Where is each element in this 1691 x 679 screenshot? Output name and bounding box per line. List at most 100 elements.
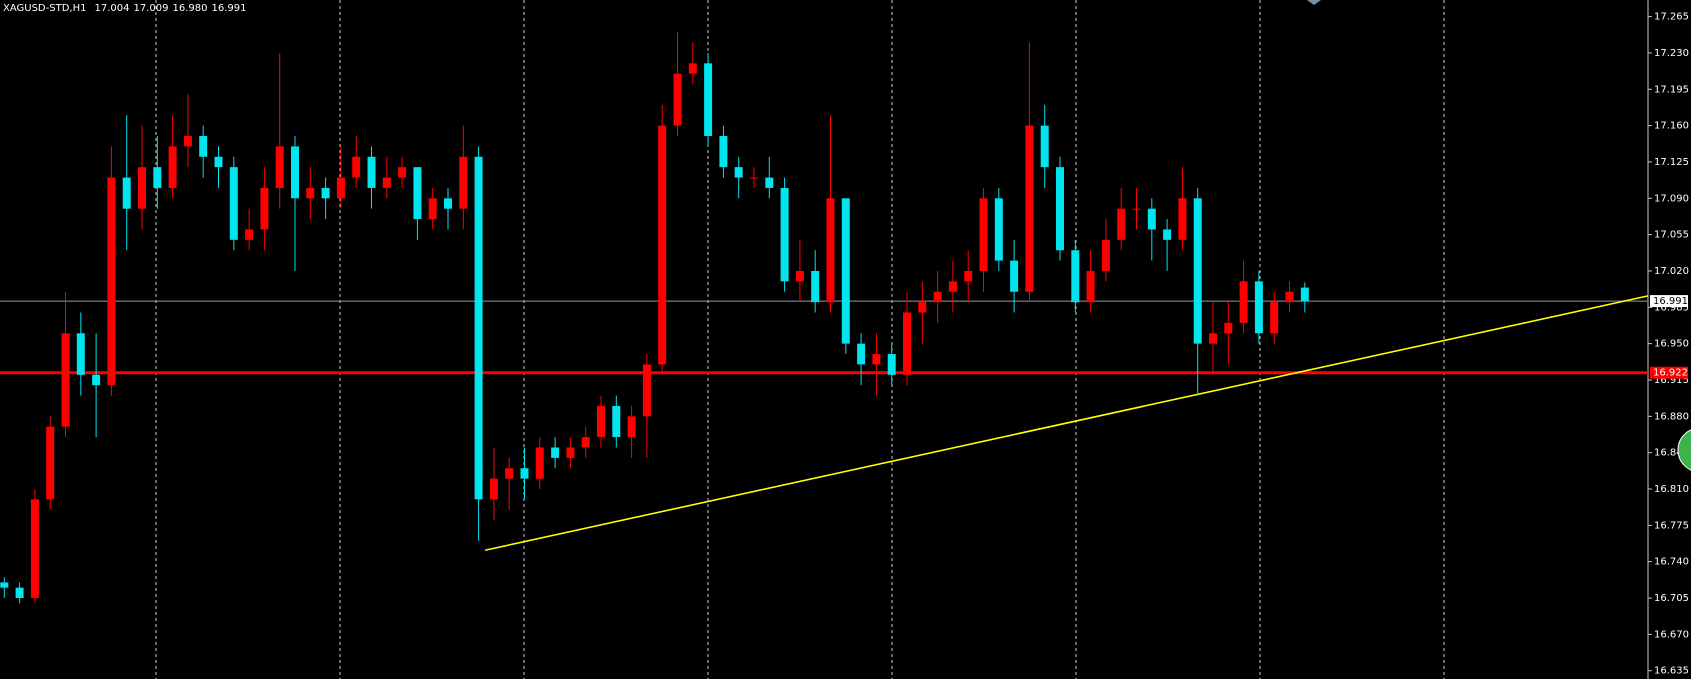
marker — [1307, 0, 1321, 5]
y-tick-label: 17.265 — [1654, 12, 1689, 23]
candle-body — [811, 270, 820, 303]
candle-body — [1254, 281, 1263, 334]
candle-body — [1071, 250, 1080, 303]
candle-body — [1209, 333, 1217, 344]
candle-body — [765, 177, 774, 188]
y-tick-label: 16.670 — [1654, 629, 1689, 640]
candle-body — [489, 478, 498, 500]
candle-body — [719, 136, 728, 168]
candle-body — [903, 312, 911, 375]
candle-body — [673, 73, 682, 126]
chart-title: XAGUSD-STD,H1 — [3, 3, 86, 14]
candle-body — [1239, 281, 1248, 323]
candle-body — [1040, 125, 1049, 168]
level-label: 16.922 — [1653, 368, 1688, 379]
candle-body — [872, 354, 881, 365]
candle-body — [704, 63, 713, 137]
candle-body — [1285, 291, 1294, 303]
trendline — [484, 295, 1649, 552]
candle-body — [413, 167, 422, 220]
candle-body — [122, 177, 131, 209]
candle-body — [841, 198, 850, 344]
candle-body — [505, 468, 514, 479]
candle-body — [826, 198, 835, 303]
candle-body — [260, 187, 269, 230]
candle-body — [581, 437, 590, 448]
candle-body — [183, 136, 192, 147]
candle-body — [459, 156, 468, 209]
y-tick-label: 16.985 — [1654, 302, 1689, 313]
candle-body — [428, 198, 437, 220]
y-tick-label: 16.950 — [1654, 339, 1689, 350]
candle-body — [474, 156, 483, 500]
candle-body — [964, 270, 973, 282]
candle-body — [138, 167, 146, 209]
candle-body — [918, 302, 927, 313]
candle-body — [948, 281, 957, 292]
candle-body — [1178, 198, 1187, 240]
y-tick-label: 16.845 — [1654, 448, 1689, 459]
candle-body — [1300, 287, 1309, 302]
y-tick-label: 16.705 — [1654, 593, 1689, 604]
candle-body — [0, 582, 9, 588]
candle-body — [627, 416, 636, 438]
y-tick-label: 16.635 — [1654, 666, 1689, 677]
candle-body — [245, 229, 254, 240]
candle-body — [1224, 322, 1233, 334]
candle-body — [76, 333, 85, 375]
candle-body — [887, 354, 896, 375]
candle-body — [398, 167, 407, 178]
header-close: 16.991 — [211, 3, 246, 14]
candle-body — [688, 63, 697, 74]
y-tick-label: 17.020 — [1654, 266, 1689, 277]
candle-body — [520, 468, 529, 479]
candle-body — [994, 198, 1003, 261]
candle-body — [1101, 239, 1110, 271]
candle-body — [229, 167, 238, 240]
candle-body — [321, 187, 330, 199]
candle-body — [1147, 208, 1156, 230]
candle-body — [1117, 208, 1126, 240]
candle-body — [597, 405, 605, 438]
candle-body — [15, 587, 24, 599]
y-tick-label: 17.195 — [1654, 84, 1689, 95]
indicator-badge — [1677, 429, 1691, 471]
y-tick-label: 17.090 — [1654, 193, 1689, 204]
candle-body — [535, 447, 544, 479]
candle-body — [444, 198, 452, 209]
candle-body — [336, 177, 345, 199]
candle-body — [1132, 208, 1141, 210]
candle-body — [46, 426, 55, 500]
candle-body — [92, 374, 101, 386]
candle-body — [734, 167, 743, 178]
candle-body — [612, 405, 621, 438]
candle-body — [153, 167, 162, 188]
candle-body — [1025, 125, 1034, 292]
candle-body — [1270, 302, 1279, 334]
y-tick-label: 16.880 — [1654, 411, 1689, 422]
candle-body — [795, 270, 804, 282]
candle-body — [780, 187, 789, 282]
candle-body — [367, 156, 376, 188]
candle-body — [750, 177, 758, 179]
candle-body — [275, 146, 284, 188]
y-tick-label: 17.230 — [1654, 48, 1689, 59]
y-tick-label: 16.915 — [1654, 375, 1689, 386]
candle-body — [857, 343, 866, 365]
candle-body — [214, 156, 223, 168]
candle-body — [1193, 198, 1202, 344]
y-tick-label: 17.160 — [1654, 121, 1689, 132]
candle-body — [168, 146, 177, 188]
y-tick-label: 16.810 — [1654, 484, 1689, 495]
candle-body — [291, 146, 299, 199]
candle-body — [1056, 167, 1064, 251]
level-label-box — [1650, 366, 1688, 379]
y-tick-label: 17.125 — [1654, 157, 1689, 168]
y-tick-label: 16.775 — [1654, 520, 1689, 531]
candle-body — [658, 125, 667, 365]
candle-body — [566, 447, 575, 458]
y-tick-label: 16.740 — [1654, 557, 1689, 568]
candle-body — [642, 364, 651, 417]
candle-body — [551, 447, 560, 458]
